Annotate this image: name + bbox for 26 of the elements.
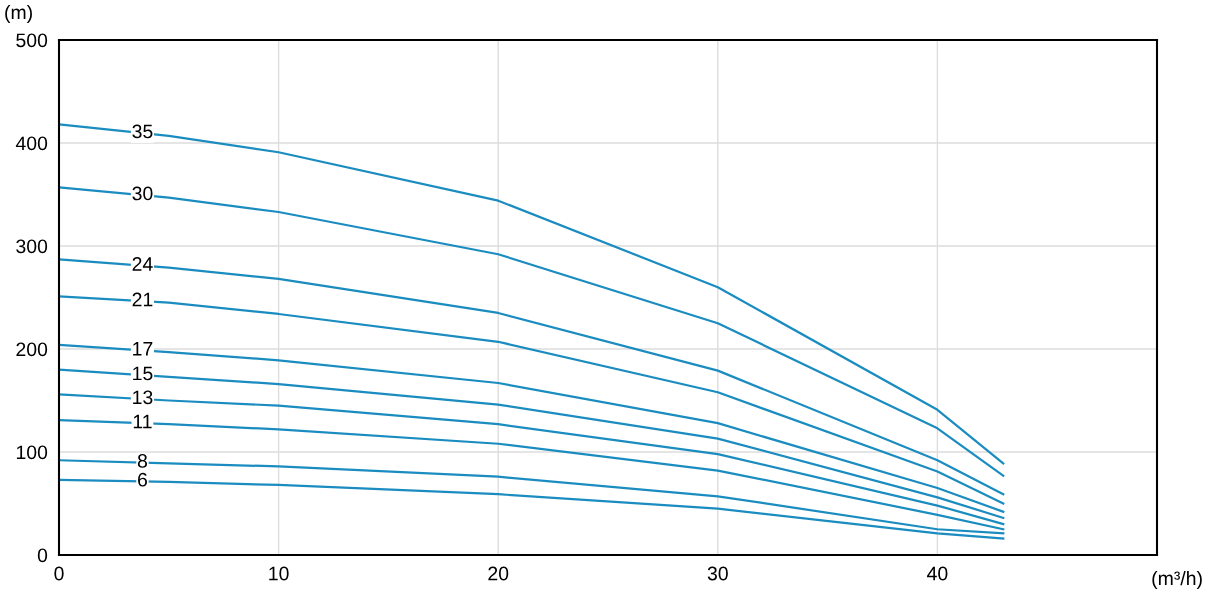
line-series: [59, 343, 1005, 513]
series-label: 13: [133, 390, 153, 405]
x-axis-title: (m³/h): [1152, 570, 1202, 590]
x-tick-label: 30: [707, 566, 728, 581]
line-series: [59, 368, 1005, 520]
y-tick-label: 100: [16, 445, 48, 460]
x-tick-label: 0: [54, 566, 64, 581]
series-label: 6: [138, 472, 147, 487]
series-label: 21: [132, 292, 153, 307]
y-tick-label: 400: [15, 136, 48, 151]
x-tick-label: 40: [927, 566, 948, 581]
y-tick-label: 500: [16, 33, 48, 48]
series-label: 11: [133, 414, 152, 429]
line-series: [59, 258, 1005, 496]
x-tick-label: 10: [269, 566, 289, 581]
y-tick-label: 300: [16, 239, 48, 254]
y-tick-label: 0: [37, 548, 48, 563]
series-label: 8: [137, 454, 148, 468]
series-label: 24: [132, 257, 153, 271]
y-tick-label: 200: [16, 342, 48, 357]
series-label: 30: [132, 186, 153, 201]
series-label: 15: [133, 366, 153, 381]
series-label: 17: [133, 342, 153, 356]
x-tick-label: 20: [488, 566, 509, 581]
series-label: 35: [132, 124, 153, 139]
y-axis-title: (m): [5, 4, 32, 24]
